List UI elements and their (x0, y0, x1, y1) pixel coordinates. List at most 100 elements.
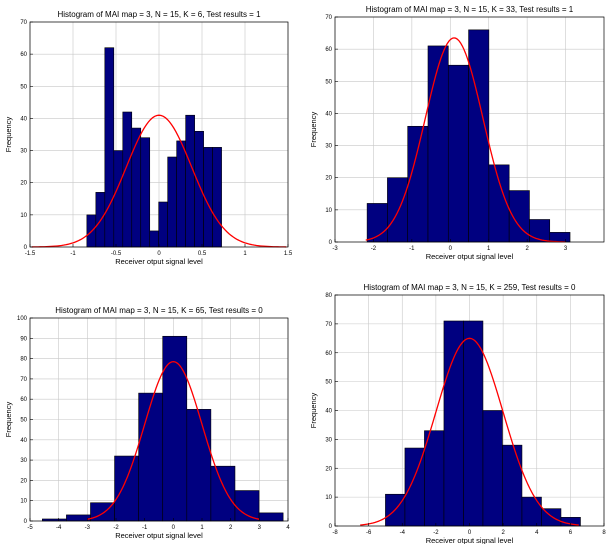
bars (385, 320, 581, 527)
y-tick-label: 20 (325, 466, 332, 472)
y-tick-label: 60 (20, 397, 27, 403)
histogram-bar (194, 130, 204, 248)
y-tick-label: 40 (325, 409, 332, 415)
x-tick-label: 1 (200, 525, 204, 531)
x-tick-label: -3 (332, 246, 338, 252)
histogram-bar (387, 177, 409, 243)
histogram-panel-4: -8 -6 -4 -2 0 2 4 6 801020304050607080Histogram … (309, 283, 606, 544)
normal-fit-curve (360, 337, 579, 526)
bars (42, 335, 284, 522)
x-tick-label: 8 (602, 530, 606, 536)
x-tick-label: 1 (243, 251, 247, 257)
histogram-bar (468, 29, 490, 243)
histogram-bar (521, 496, 542, 527)
x-tick-label: -5 (27, 525, 33, 531)
x-tick-label: -2 (433, 530, 439, 536)
y-tick-label: 40 (20, 438, 27, 444)
histogram-bar (210, 465, 236, 522)
histogram-bar (186, 409, 212, 522)
histogram-bar (447, 64, 469, 243)
histogram-bar (158, 201, 168, 248)
x-axis-label: Receiver otput signal level (115, 257, 203, 266)
x-tick-label: -2 (371, 246, 377, 252)
x-tick-label: 3 (258, 525, 262, 531)
histogram-panel-1: -1.5 -1 -0.5 0 0.5 1 1.5 0 10 20 30 40 50 60 70 Histogr… (4, 10, 293, 266)
histogram-bar (114, 455, 139, 522)
histogram-bar (131, 127, 142, 248)
y-tick-label: 0 (329, 524, 333, 530)
y-tick-label: 50 (20, 418, 27, 424)
y-tick-label: 70 (20, 20, 27, 26)
y-tick-label: 0 (24, 245, 28, 251)
x-tick-label: -1 (409, 246, 415, 252)
histogram-bar (463, 320, 484, 527)
x-tick-label: -0.5 (111, 251, 122, 257)
chart-title: Histogram of MAI map = 3, N = 15, K = 6,… (57, 10, 261, 19)
x-tick-label: 4 (535, 530, 539, 536)
bars (86, 47, 222, 248)
histogram-bar (162, 335, 188, 522)
y-tick-label: 30 (20, 149, 27, 155)
chart-title: Histogram of MAI map = 3, N = 15, K = 65… (55, 306, 263, 315)
histogram-bar (482, 410, 503, 527)
x-axis-label: Receiver otput signal level (115, 531, 203, 540)
normal-fit-curve (365, 37, 566, 243)
y-tick-label: 100 (17, 316, 28, 322)
histogram-bar (258, 512, 284, 522)
x-tick-label: -1 (70, 251, 76, 257)
histogram-bar (443, 320, 464, 527)
y-tick-label: 70 (325, 322, 332, 328)
y-tick-label: 60 (325, 47, 332, 53)
y-axis-label: Frequency (309, 112, 318, 148)
y-tick-label: 50 (325, 79, 332, 85)
y-tick-label: 60 (20, 52, 27, 58)
histogram-bar (234, 490, 260, 522)
chart-title: Histogram of MAI map = 3, N = 15, K = 25… (364, 283, 577, 292)
x-tick-label: -8 (332, 530, 338, 536)
y-tick-label: 30 (325, 144, 332, 150)
y-tick-label: 20 (20, 478, 27, 484)
y-tick-label: 40 (20, 116, 27, 122)
x-tick-label: 3 (564, 246, 568, 252)
x-tick-label: -6 (366, 530, 372, 536)
y-tick-label: 20 (325, 176, 332, 182)
x-tick-label: -4 (56, 525, 62, 531)
x-tick-label: 0.5 (198, 251, 207, 257)
x-tick-label: 6 (569, 530, 573, 536)
x-tick-label: -4 (400, 530, 406, 536)
y-tick-label: 10 (325, 495, 332, 501)
y-tick-label: 0 (24, 519, 28, 525)
x-tick-label: -3 (85, 525, 91, 531)
y-tick-label: 50 (325, 380, 332, 386)
histogram-bar (138, 392, 164, 522)
y-tick-label: 40 (325, 111, 332, 117)
y-tick-label: 60 (325, 351, 332, 357)
y-tick-label: 20 (20, 181, 27, 187)
normal-fit-curve (87, 360, 260, 520)
y-axis-label: Frequency (4, 117, 13, 153)
histogram-bar (529, 219, 551, 243)
x-tick-label: -1 (142, 525, 148, 531)
histogram-panel-3: -5 -4 -3 -2 -1 0 1 2 3 40102030405060708090100His… (4, 306, 290, 540)
x-tick-label: -2 (113, 525, 119, 531)
x-tick-label: 0 (468, 530, 472, 536)
x-tick-label: 4 (286, 525, 290, 531)
chart-title: Histogram of MAI map = 3, N = 15, K = 33… (366, 5, 574, 14)
x-tick-label: 0 (449, 246, 453, 252)
histogram-bar (407, 125, 429, 243)
x-tick-label: 2 (501, 530, 505, 536)
histogram-bar (66, 514, 91, 522)
y-tick-label: 10 (20, 213, 27, 219)
y-axis-label: Frequency (309, 393, 318, 429)
normal-fit-curve (31, 114, 287, 248)
plot-frame (334, 16, 605, 243)
histogram-bar (212, 147, 222, 248)
y-axis-label: Frequency (4, 402, 13, 438)
histogram-bar (502, 444, 523, 527)
histogram-bar (104, 47, 115, 248)
x-tick-label: -1.5 (25, 251, 36, 257)
x-axis-label: Receiver otput signal level (426, 536, 514, 544)
histogram-bar (424, 430, 445, 527)
y-tick-label: 50 (20, 84, 27, 90)
